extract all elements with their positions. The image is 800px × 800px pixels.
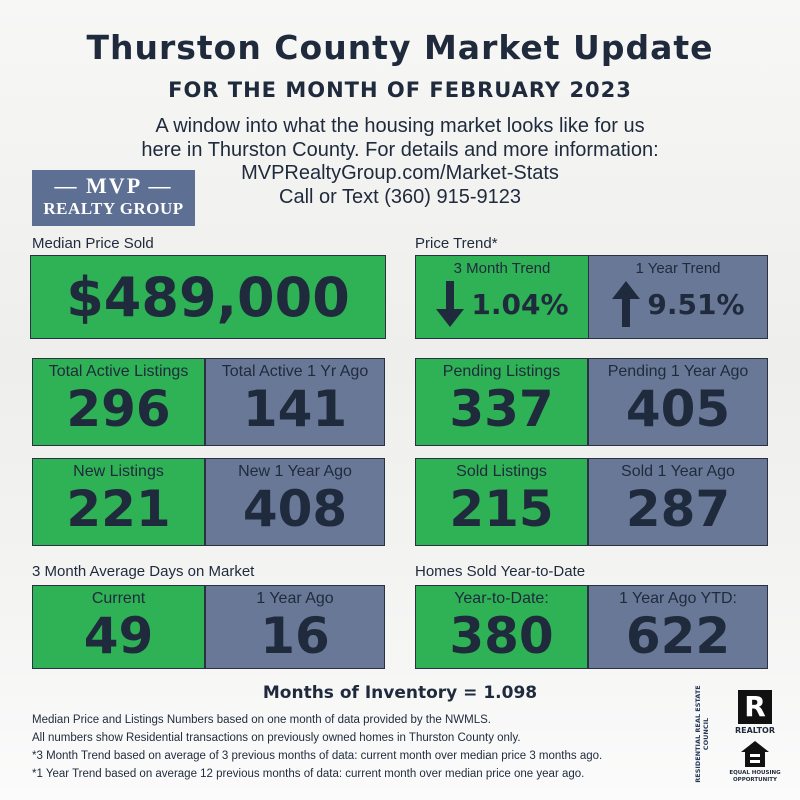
- current-box: Total Active Listings 296: [32, 358, 205, 446]
- prior-box: Pending 1 Year Ago 405: [588, 358, 768, 446]
- equal-housing-icon: [741, 741, 769, 767]
- current-label: Sold Listings: [456, 463, 547, 480]
- current-label: New Listings: [73, 463, 164, 480]
- current-box: Year-to-Date: 380: [415, 585, 588, 669]
- current-value: 221: [66, 480, 171, 538]
- trend-label: 3 Month Trend: [453, 260, 551, 277]
- trend-label: 1 Year Trend: [635, 260, 721, 277]
- current-box: Sold Listings 215: [415, 458, 588, 546]
- section-label: Price Trend*: [415, 235, 498, 252]
- prior-box: Total Active 1 Yr Ago 141: [205, 358, 385, 446]
- prior-box: New 1 Year Ago 408: [205, 458, 385, 546]
- prior-label: Sold 1 Year Ago: [621, 463, 735, 480]
- section-label: 3 Month Average Days on Market: [32, 563, 255, 580]
- title: Thurston County Market Update: [86, 28, 714, 67]
- median-box: $489,000: [30, 255, 386, 339]
- current-box: New Listings 221: [32, 458, 205, 546]
- prior-value: 405: [625, 380, 731, 438]
- prior-value: 141: [242, 380, 348, 438]
- current-value: 296: [66, 380, 171, 438]
- logo: — MVP — REALTY GROUP: [32, 170, 195, 226]
- logo-top: — MVP —: [54, 173, 173, 198]
- footnote: *1 Year Trend based on average 12 previo…: [32, 768, 585, 780]
- current-label: Year-to-Date:: [454, 590, 549, 607]
- current-label: Total Active Listings: [48, 363, 189, 380]
- trend-arrow: [436, 281, 465, 327]
- current-box: Current 49: [32, 585, 205, 669]
- current-value: 337: [449, 380, 554, 438]
- prior-box: 1 Year Ago 16: [205, 585, 385, 669]
- realtor-icon: R: [738, 690, 772, 724]
- trend-box: 3 Month Trend 1.04%: [415, 255, 589, 339]
- equal-housing-text: EQUAL HOUSING OPPORTUNITY: [729, 770, 781, 783]
- trend-row: 1.04%: [416, 281, 588, 327]
- prior-label: Pending 1 Year Ago: [607, 363, 749, 380]
- current-label: Pending Listings: [442, 363, 561, 380]
- current-value: 215: [449, 480, 554, 538]
- prior-value: 408: [242, 480, 348, 538]
- prior-value: 16: [260, 607, 330, 665]
- current-value: 49: [83, 607, 154, 665]
- median-value: $489,000: [66, 266, 350, 329]
- prior-value: 287: [625, 480, 731, 538]
- prior-label: Total Active 1 Yr Ago: [221, 363, 369, 380]
- prior-box: Sold 1 Year Ago 287: [588, 458, 768, 546]
- council-text: RESIDENTIAL REAL ESTATE COUNCIL: [694, 685, 710, 783]
- trend-box: 1 Year Trend 9.51%: [588, 255, 768, 339]
- trend-value: 9.51%: [647, 287, 745, 321]
- logo-text: MVP: [86, 173, 141, 198]
- trend-arrow: [612, 281, 641, 327]
- footnote: *3 Month Trend based on average of 3 pre…: [32, 750, 603, 762]
- prior-box: 1 Year Ago YTD: 622: [588, 585, 768, 669]
- section-label: Median Price Sold: [32, 235, 154, 252]
- subtitle: FOR THE MONTH OF FEBRUARY 2023: [168, 78, 632, 102]
- website: MVPRealtyGroup.com/Market-Stats: [241, 162, 559, 184]
- current-label: Current: [91, 590, 146, 607]
- prior-label: 1 Year Ago: [256, 590, 334, 607]
- intro-line: A window into what the housing market lo…: [155, 115, 645, 137]
- trend-row: 9.51%: [589, 281, 767, 327]
- intro-line: here in Thurston County. For details and…: [141, 139, 659, 161]
- inventory: Months of Inventory = 1.098: [262, 683, 538, 703]
- section-label: Homes Sold Year-to-Date: [415, 563, 586, 580]
- footnote: Median Price and Listings Numbers based …: [32, 714, 491, 726]
- realtor-text: REALTOR: [734, 726, 775, 735]
- current-box: Pending Listings 337: [415, 358, 588, 446]
- prior-value: 622: [625, 607, 731, 665]
- trend-value: 1.04%: [471, 287, 569, 321]
- footnote: All numbers show Residential transaction…: [32, 732, 521, 744]
- current-value: 380: [449, 607, 554, 665]
- prior-label: 1 Year Ago YTD:: [618, 590, 737, 607]
- prior-label: New 1 Year Ago: [238, 463, 352, 480]
- phone: Call or Text (360) 915-9123: [279, 186, 521, 208]
- council-badge: RESIDENTIAL REAL ESTATE COUNCIL: [688, 685, 714, 790]
- logo-bottom: REALTY GROUP: [43, 199, 184, 218]
